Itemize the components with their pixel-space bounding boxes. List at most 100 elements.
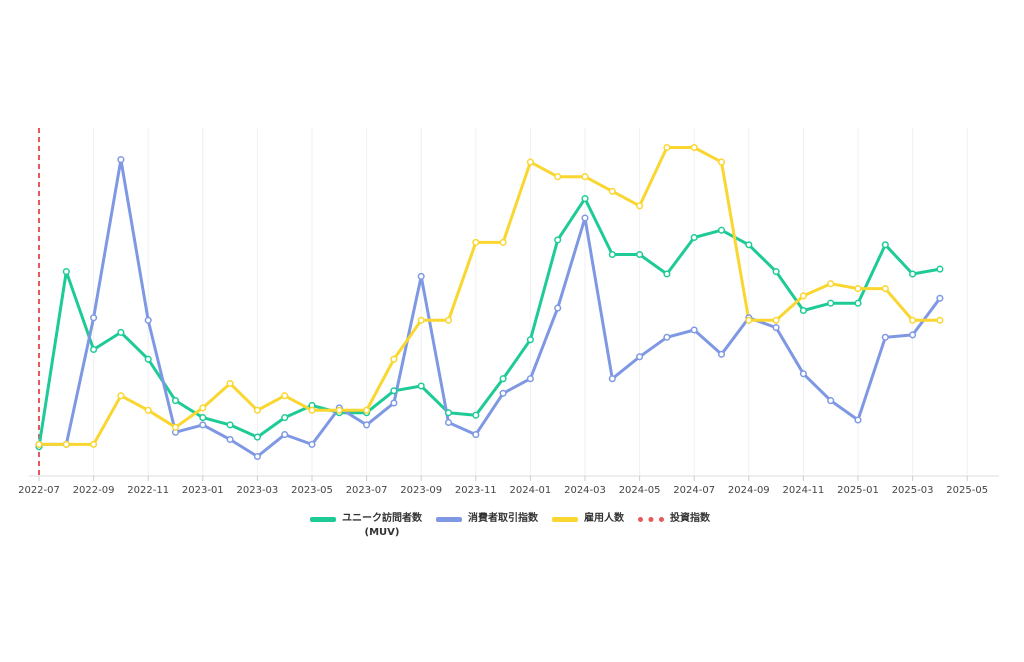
x-tick-label: 2025-05: [946, 485, 988, 496]
x-tick-label: 2024-09: [728, 485, 770, 496]
data-point: [772, 268, 780, 276]
data-point: [881, 333, 889, 341]
x-tick-label: 2022-09: [73, 485, 115, 496]
data-point: [936, 316, 944, 324]
data-point: [390, 387, 398, 395]
data-point: [253, 406, 261, 414]
data-point: [636, 202, 644, 210]
data-point: [554, 236, 562, 244]
data-point: [909, 331, 917, 339]
data-point: [144, 355, 152, 363]
data-point: [253, 452, 261, 461]
data-point: [472, 238, 480, 246]
data-point: [444, 418, 453, 427]
legend-item[interactable]: 投資指数: [638, 512, 710, 526]
data-point: [281, 392, 289, 400]
series-line-0: [37, 197, 941, 448]
legend-swatch: [436, 517, 462, 522]
data-point: [199, 421, 207, 429]
legend-swatch: [552, 517, 578, 522]
legend-item[interactable]: 消費者取引指数: [436, 512, 538, 526]
data-point: [144, 316, 152, 324]
data-point: [526, 158, 534, 166]
data-point: [526, 375, 534, 383]
data-point: [499, 238, 507, 246]
data-point: [171, 423, 180, 431]
x-tick-label: 2023-05: [291, 485, 333, 496]
data-point: [854, 299, 862, 307]
x-tick-label: 2024-07: [673, 485, 715, 496]
series-line-2: [39, 146, 940, 446]
data-point: [827, 280, 835, 288]
x-tick-label: 2024-01: [510, 485, 552, 496]
data-point: [881, 285, 889, 293]
x-tick-label: 2023-07: [346, 485, 388, 496]
x-tick-label: 2025-01: [837, 485, 879, 496]
data-point: [881, 241, 889, 249]
chart-legend: ユニーク訪問者数 (MUV) 消費者取引指数 雇用人数 投資指数: [310, 512, 710, 540]
data-point: [117, 392, 125, 400]
data-point: [199, 404, 207, 412]
data-point: [417, 272, 425, 280]
data-point: [281, 414, 289, 422]
data-point: [335, 406, 343, 414]
legend-label: 投資指数: [670, 513, 710, 524]
data-point: [663, 270, 671, 278]
data-point: [581, 173, 589, 181]
data-point: [417, 382, 425, 390]
data-point: [444, 316, 453, 324]
data-point: [35, 440, 43, 448]
data-point: [690, 326, 698, 334]
data-point: [499, 389, 507, 397]
data-point: [226, 379, 234, 388]
legend-label: ユニーク訪問者数 (MUV): [342, 513, 422, 538]
x-tick-label: 2025-03: [892, 485, 934, 496]
data-point: [62, 440, 70, 448]
legend-item[interactable]: ユニーク訪問者数 (MUV): [310, 512, 422, 540]
data-point: [472, 431, 480, 439]
data-point: [117, 156, 125, 164]
data-point: [690, 143, 698, 152]
x-tick-label: 2023-09: [400, 485, 442, 496]
data-point: [854, 285, 862, 293]
data-point: [799, 370, 807, 378]
data-point: [690, 233, 698, 242]
x-tick-label: 2024-03: [564, 485, 606, 496]
data-point: [608, 375, 616, 383]
data-point: [90, 345, 98, 354]
data-point: [117, 328, 125, 336]
data-point: [717, 226, 726, 234]
x-tick-label: 2023-11: [455, 485, 497, 496]
data-point: [717, 350, 726, 358]
data-point: [745, 316, 753, 324]
data-point: [199, 414, 207, 422]
data-point: [363, 421, 371, 429]
legend-swatch: [638, 517, 664, 522]
data-point: [526, 336, 534, 344]
data-point: [472, 411, 480, 419]
data-point: [745, 241, 753, 249]
data-point: [90, 440, 98, 448]
data-point: [90, 314, 98, 322]
data-point: [281, 431, 289, 439]
data-point: [554, 304, 562, 312]
data-point: [308, 440, 316, 448]
data-point: [717, 158, 726, 166]
data-point: [936, 265, 944, 273]
data-point: [363, 406, 371, 414]
x-tick-label: 2022-07: [18, 485, 60, 496]
data-point: [226, 421, 234, 429]
legend-item[interactable]: 雇用人数: [552, 512, 624, 526]
data-point: [854, 416, 862, 424]
data-point: [827, 299, 835, 307]
legend-label: 雇用人数: [584, 513, 624, 524]
data-point: [936, 294, 944, 302]
data-point: [909, 316, 917, 324]
data-point: [171, 397, 180, 405]
data-point: [499, 375, 507, 383]
data-point: [554, 173, 562, 181]
legend-label: 消費者取引指数: [468, 513, 538, 524]
vertical-gridlines: [38, 128, 968, 476]
x-tick-label: 2024-05: [619, 485, 661, 496]
